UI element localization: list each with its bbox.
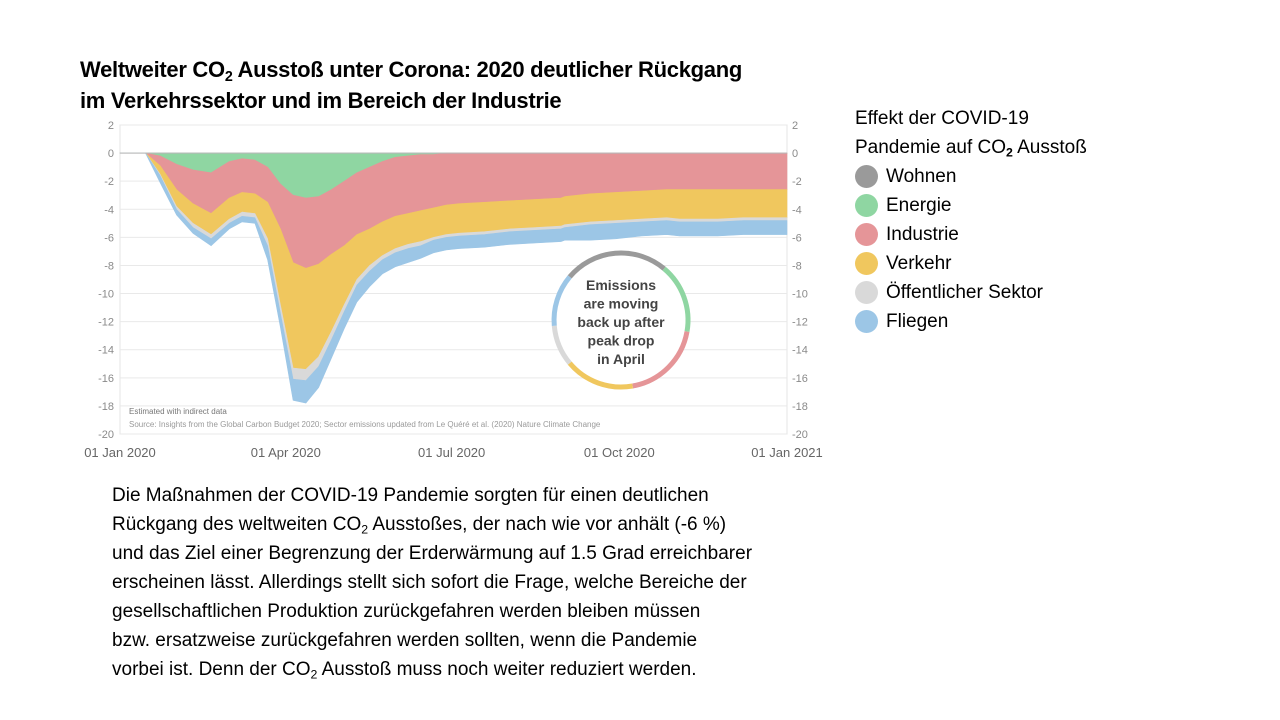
y-tick-label-left: -4 — [104, 204, 114, 216]
x-tick-label: 01 Apr 2020 — [251, 445, 321, 460]
y-tick-label-right: -20 — [792, 429, 808, 441]
legend-item: Verkehr — [855, 249, 1235, 278]
annotation-ring-segment — [551, 275, 572, 327]
y-tick-label-right: -16 — [792, 373, 808, 385]
legend-item: Energie — [855, 191, 1235, 220]
y-tick-label-left: -6 — [104, 232, 114, 244]
area-fliegen — [119, 152, 788, 404]
chart-note: Estimated with indirect data — [129, 407, 227, 416]
y-tick-label-left: -16 — [98, 373, 114, 385]
y-tick-label-left: -8 — [104, 260, 114, 272]
slide-title: Weltweiter CO2 Ausstoß unter Corona: 202… — [80, 54, 840, 116]
y-tick-label-left: -20 — [98, 429, 114, 441]
y-tick-label-left: -2 — [104, 176, 114, 188]
legend-item: Fliegen — [855, 307, 1235, 336]
x-tick-label: 01 Jan 2020 — [84, 445, 156, 460]
x-tick-label: 01 Oct 2020 — [584, 445, 655, 460]
y-tick-label-left: -18 — [98, 401, 114, 413]
y-tick-label-right: -2 — [792, 176, 802, 188]
x-tick-label: 01 Jan 2021 — [751, 445, 823, 460]
legend-title-line: Pandemie auf CO2 Ausstoß — [855, 137, 1087, 160]
annotation-bg — [554, 253, 688, 387]
body-line: erscheinen lässt. Allerdings stellt sich… — [112, 572, 747, 593]
y-tick-label-right: 2 — [792, 120, 798, 132]
y-tick-label-left: -12 — [98, 317, 114, 329]
legend-label: Verkehr — [886, 253, 952, 274]
y-tick-label-right: -14 — [792, 345, 808, 357]
stacked-areas — [119, 152, 788, 404]
body-line: vorbei ist. Denn der CO2 Ausstoß muss no… — [112, 659, 697, 682]
annotation-text-line: back up after — [577, 314, 665, 330]
y-tick-label-left: -10 — [98, 289, 114, 301]
y-tick-label-right: -4 — [792, 204, 802, 216]
subscript: 2 — [361, 522, 369, 537]
annotation-text-line: are moving — [584, 296, 659, 312]
legend-label: Industrie — [886, 224, 959, 245]
title-line: im Verkehrssektor und im Bereich der Ind… — [80, 88, 562, 113]
annotation-ring-segment — [662, 266, 691, 333]
body-line: und das Ziel einer Begrenzung der Erderw… — [112, 543, 753, 564]
y-tick-label-left: 2 — [108, 120, 114, 132]
body-line: gesellschaftlichen Produktion zurückgefa… — [112, 601, 701, 622]
legend-label: Öffentlicher Sektor — [886, 282, 1044, 303]
y-tick-label-right: -18 — [792, 401, 808, 413]
annotation-text-line: Emissions — [586, 277, 656, 293]
annotation-ring-segment — [551, 325, 572, 365]
legend-label: Fliegen — [886, 311, 949, 332]
annotation: Emissions are moving back up after peak dro… — [551, 250, 691, 390]
annotation-text-line: in April — [597, 351, 645, 367]
y-tick-label-right: -8 — [792, 260, 802, 272]
axes: 2 2 0 0 -2 -2 -4 -4 -6 -6 -8 -8 -10 -10 -12 -12 -14 -14 -1… — [84, 120, 823, 460]
legend-item: Industrie — [855, 220, 1235, 249]
body-text: Die Maßnahmen der COVID-19 Pandemie sorg… — [112, 481, 872, 684]
legend-swatch-icon — [855, 252, 878, 275]
legend-swatch-icon — [855, 194, 878, 217]
chart-source: Source: Insights from the Global Carbon … — [129, 420, 601, 429]
legend-items: Wohnen Energie Industrie Verkehr Öffentliche… — [855, 162, 1235, 336]
annotation-ring-segment — [567, 361, 634, 390]
body-line: Rückgang des weltweiten CO2 Ausstoßes, d… — [112, 514, 727, 537]
y-tick-label-right: 0 — [792, 148, 798, 160]
body-line: Die Maßnahmen der COVID-19 Pandemie sorg… — [112, 485, 709, 506]
y-tick-label-left: -14 — [98, 345, 114, 357]
annotation-ring-segment — [632, 331, 690, 389]
legend: Effekt der COVID-19 Pandemie auf CO2 Auss… — [855, 104, 1235, 336]
legend-swatch-icon — [855, 281, 878, 304]
x-tick-label: 01 Jul 2020 — [418, 445, 485, 460]
legend-label: Wohnen — [886, 166, 957, 187]
legend-label: Energie — [886, 195, 952, 216]
annotation-ring-segment — [567, 250, 666, 279]
y-tick-label-right: -6 — [792, 232, 802, 244]
legend-title-line: Effekt der COVID-19 — [855, 108, 1029, 129]
title-line: Weltweiter CO2 Ausstoß unter Corona: 202… — [80, 57, 743, 85]
annotation-text-line: peak drop — [588, 333, 655, 349]
legend-title: Effekt der COVID-19 Pandemie auf CO2 Auss… — [855, 104, 1235, 162]
y-tick-label-right: -10 — [792, 289, 808, 301]
legend-swatch-icon — [855, 223, 878, 246]
legend-item: Wohnen — [855, 162, 1235, 191]
subscript: 2 — [310, 667, 318, 682]
subscript: 2 — [224, 69, 233, 85]
legend-item: Öffentlicher Sektor — [855, 278, 1235, 307]
legend-swatch-icon — [855, 165, 878, 188]
body-line: bzw. ersatzweise zurückgefahren werden s… — [112, 630, 698, 651]
y-tick-label-left: 0 — [108, 148, 114, 160]
legend-swatch-icon — [855, 310, 878, 333]
y-tick-label-right: -12 — [792, 317, 808, 329]
